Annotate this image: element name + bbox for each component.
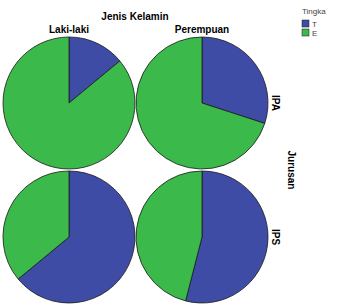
pie (136, 171, 268, 303)
pie-slice (3, 171, 69, 279)
legend-swatch (302, 29, 309, 36)
title: Jenis Kelamin (101, 11, 168, 22)
pie (136, 37, 268, 169)
pie-slice (136, 171, 202, 301)
legend-label: T (312, 20, 317, 29)
column-label: Laki-laki (49, 24, 89, 35)
chart: Jenis Kelamin Laki-laki Perempuan IPA IPS Jur… (0, 0, 339, 307)
pie-slice (136, 37, 265, 169)
pie (3, 171, 135, 303)
column-label: Perempuan (175, 24, 229, 35)
row-label: IPA (270, 95, 281, 111)
pie (3, 37, 135, 169)
legend-swatch (302, 20, 309, 27)
legend-label: E (312, 29, 317, 38)
row-label: IPS (270, 229, 281, 245)
legend-title: Tingka (302, 7, 326, 16)
row-title: Jurusan (286, 151, 297, 190)
legend: Tingka TE (302, 7, 326, 38)
pie-slice (3, 37, 135, 169)
